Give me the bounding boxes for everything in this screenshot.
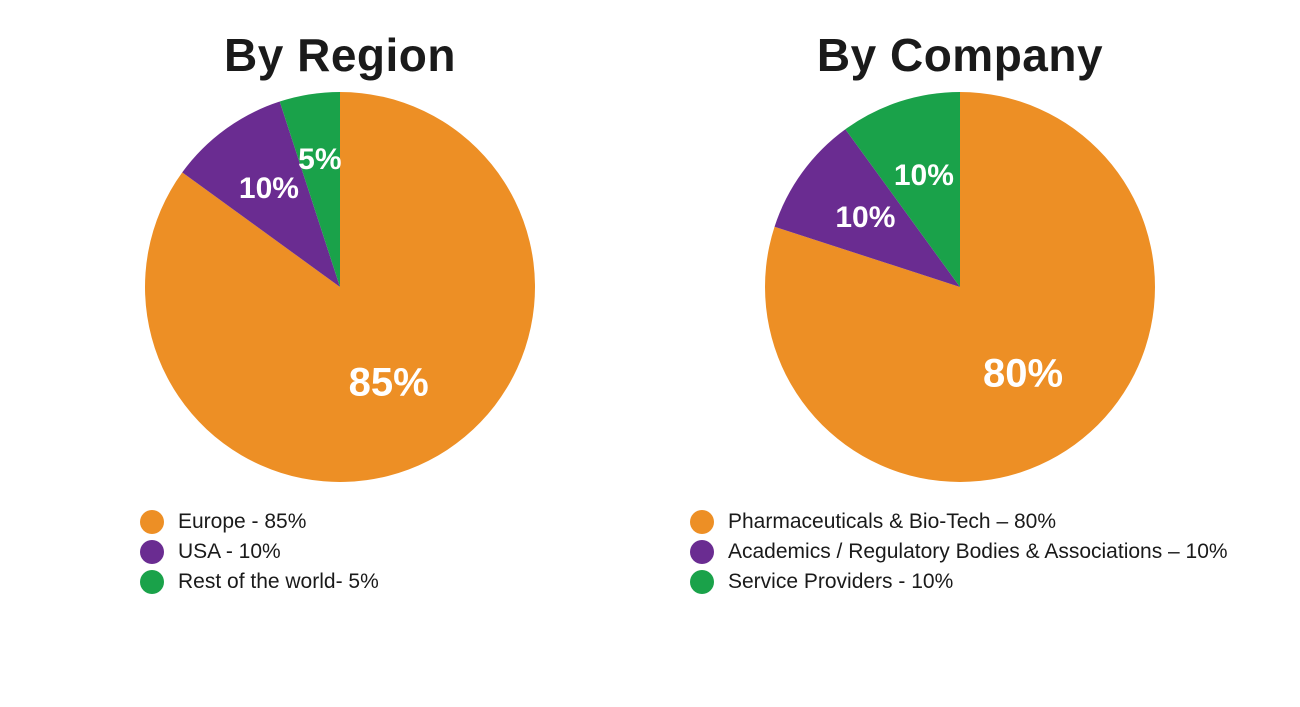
legend-swatch-company-1	[690, 540, 714, 564]
legend-label-region-0: Europe - 85%	[178, 510, 306, 534]
legend-item-region-1: USA - 10%	[140, 540, 379, 564]
chart-title-region: By Region	[224, 28, 456, 82]
legend-swatch-region-0	[140, 510, 164, 534]
legend-item-region-0: Europe - 85%	[140, 510, 379, 534]
legend-item-company-2: Service Providers - 10%	[690, 570, 1228, 594]
legend-label-company-0: Pharmaceuticals & Bio-Tech – 80%	[728, 510, 1056, 534]
pie-slice-label-company-0: 80%	[983, 351, 1063, 396]
pie-svg	[765, 92, 1155, 482]
pie-slice-label-company-1: 10%	[835, 201, 895, 235]
legend-swatch-region-1	[140, 540, 164, 564]
legend-label-company-2: Service Providers - 10%	[728, 570, 953, 594]
pie-company: 80% 10% 10%	[765, 92, 1155, 482]
pie-slice-label-region-0: 85%	[349, 360, 429, 405]
legend-label-region-1: USA - 10%	[178, 540, 281, 564]
legend-swatch-region-2	[140, 570, 164, 594]
pie-slice-label-region-1: 10%	[239, 172, 299, 206]
chart-title-company: By Company	[817, 28, 1103, 82]
legend-item-company-0: Pharmaceuticals & Bio-Tech – 80%	[690, 510, 1228, 534]
legend-label-company-1: Academics / Regulatory Bodies & Associat…	[728, 540, 1228, 564]
legend-swatch-company-0	[690, 510, 714, 534]
pie-slice-label-region-2: 5%	[298, 143, 341, 177]
legend-company: Pharmaceuticals & Bio-Tech – 80% Academic…	[690, 510, 1228, 600]
legend-label-region-2: Rest of the world- 5%	[178, 570, 379, 594]
pie-region: 85% 10%5%	[145, 92, 535, 482]
legend-swatch-company-2	[690, 570, 714, 594]
legend-region: Europe - 85% USA - 10% Rest of the world- …	[140, 510, 379, 600]
chart-block-region: By Region 85% 10%5% Europe - 85% USA - 10%…	[30, 10, 650, 707]
charts-container: By Region 85%10%5% Europe - 85%USA - 10%…	[0, 0, 1300, 707]
pie-slice-label-company-2: 10%	[894, 159, 954, 193]
legend-item-region-2: Rest of the world- 5%	[140, 570, 379, 594]
legend-item-company-1: Academics / Regulatory Bodies & Associat…	[690, 540, 1228, 564]
chart-block-company: By Company 80% 10% 10% Pharmaceuticals & B…	[650, 10, 1270, 707]
